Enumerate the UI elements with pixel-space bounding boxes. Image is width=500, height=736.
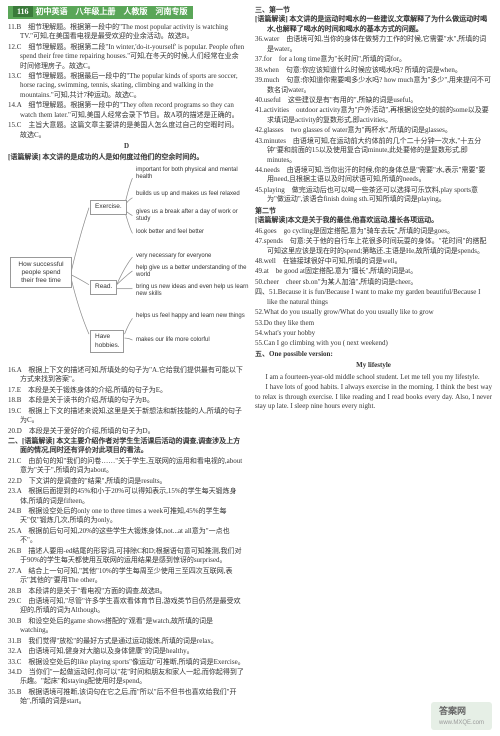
answer-item: 25.A 根据前后句可知,20%的这些学生大锻炼身体,not...at all意… <box>8 527 245 546</box>
answer-item: 12.C 细节理解题。根据第二段"In winter,'do-it-yourse… <box>8 43 245 71</box>
answer-item: 19.C 根据上下文的描述来说知,这里是关于新想法和新技能的人,所填的句子为C。 <box>8 407 245 426</box>
writing-answer: 53.Do they like them <box>255 319 492 328</box>
answer-item: 42.glasses two glasses of water意为"两杯水",所… <box>255 126 492 135</box>
page-number: 116 <box>13 6 33 17</box>
answer-item: 39.much 句意:你知道你需要喝多少水吗? how much意为"多少",用… <box>255 76 492 95</box>
header-title: 初中英语 八年级上册 人教版 河南专版 <box>36 7 188 16</box>
mindmap-branch: Read. <box>90 280 117 295</box>
writing-answer: 55.Can I go climbing with you ( next wee… <box>255 339 492 348</box>
answer-item: 16.A 根据上下文的描述可知,所填处的句子为"A.它给我们提供最有可能以下方式… <box>8 366 245 385</box>
mindmap-leaf: help give us a better understanding of t… <box>136 265 251 279</box>
mindmap-branch: Exercise. <box>90 200 127 215</box>
answer-item: 48.well 在链接球很好中可知,所填的词是well。 <box>255 257 492 266</box>
answer-item: 27.A 结合上一句可知,"其他"10%的学生每周至少使用三至四次互联网,表示"… <box>8 567 245 586</box>
answer-item: 37.for for a long time意为"长时间",所填的词for。 <box>255 55 492 64</box>
writing-answer: 四、51.Because it is fun/Because I want to… <box>255 288 492 307</box>
answer-item: 49.at be good at固定搭配,意为"擅长",所填的词是at。 <box>255 267 492 276</box>
answer-item: 36.water 由语境可知,当你的身体在做努力工作的时候,它需要"水",所填的… <box>255 35 492 54</box>
answer-item: 30.B 和设空处后的game shows搭配的"观看"是watch,故所填的词… <box>8 617 245 636</box>
answer-item: 33.C 根据设空处后的like playing sports"像运动"可推断,… <box>8 658 245 667</box>
answer-item: 29.C 由语境可知,"尽管"许多学生喜欢看体育节目,游戏类节目仍然是最受欢迎的… <box>8 597 245 616</box>
answer-item: 31.B 我们觉得"放松"的最好方式是通过运动锻炼,所填的词是relax。 <box>8 637 245 646</box>
essay-title: My lifestyle <box>255 361 492 370</box>
answer-item: 17.E 本段是关于锻炼身体的介绍,所填的句子为E。 <box>8 386 245 395</box>
mindmap-leaf: builds us up and makes us feel relaxed <box>136 191 251 198</box>
mindmap-leaf: makes our life more colorful <box>136 337 251 344</box>
answer-item: 26.B 描述人要用-ed结尾的形容词,可排除C和D;根据语句意可知推测,我们对… <box>8 547 245 566</box>
answer-item: 34.D 当你们"一起做运动时,你可以"花"时间和朋友和家人一起,而你起得到了乐… <box>8 668 245 687</box>
mindmap-diagram: How successful people spend their free t… <box>8 167 245 362</box>
mindmap-leaf: helps us feel happy and learn new things <box>136 313 251 320</box>
passage-intro: [语篇解读] 本文讲的是成功的人是如何度过他们的空余时间的。 <box>8 153 245 162</box>
answer-item: 38.when 句意:你应该知道什么时候应该喝水吗? 所填的词是when。 <box>255 66 492 75</box>
mindmap-leaf: bring us new ideas and even help us lear… <box>136 284 251 298</box>
answer-item: 23.A 根据后面提到的45%和小于20%可以得知表示,15%的学生每天锻炼身体… <box>8 487 245 506</box>
answer-item: 43.minutes 由语境可知,在运动前大约体前的几个二十分钟一次水,"十五分… <box>255 137 492 165</box>
mindmap-leaf: important for both physical and mental h… <box>136 167 251 181</box>
section-d-head: D <box>8 142 245 151</box>
answer-item: 14.A 细节理解题。根据第一段中的"They often record pro… <box>8 101 245 120</box>
answer-item: 24.B 根据设空处后的only one to three times a we… <box>8 507 245 526</box>
answer-item: 41.activities outdoor activity意为"户外活动",再… <box>255 106 492 125</box>
answer-item: 21.C 由前句的知"我们的问卷……"关于学生,互联网的运用和看电视的,abou… <box>8 457 245 476</box>
writing-answer: 54.what's your hobby <box>255 329 492 338</box>
mindmap-leaf: very necessary for everyone <box>136 253 251 260</box>
mindmap-root: How successful people spend their free t… <box>10 257 72 288</box>
answer-item: 22.D 下文讲的是调查的"结果",所填的词是results。 <box>8 477 245 486</box>
page-content: 116初中英语 八年级上册 人教版 河南专版 11.B 细节理解题。根据第一段中… <box>0 0 500 720</box>
answer-item: 46.goes go cycling是固定搭配,意为"骑车去玩",所填的词是go… <box>255 227 492 236</box>
page-header: 116初中英语 八年级上册 人教版 河南专版 <box>8 6 193 19</box>
essay-paragraph: I have lots of good habits. I always exe… <box>255 383 492 411</box>
mindmap-leaf: look better and feel better <box>136 229 251 236</box>
mindmap-leaf: gives us a break after a day of work or … <box>136 209 251 223</box>
answer-item: 32.A 由语境可知,健身对大脑以及身体健康"的词是healthy。 <box>8 647 245 656</box>
passage-intro: [语篇解读]本文是关于我的最佳,他喜欢运动,擅长各项运动。 <box>255 216 492 225</box>
answer-item: 11.B 细节理解题。根据第一段中的"The most popular acti… <box>8 23 245 42</box>
essay-paragraph: I am a fourteen-year-old middle school s… <box>255 373 492 382</box>
answer-item: 45.playing 做完运动后也可以喝一些茶还可以选择可乐饮料,play sp… <box>255 186 492 205</box>
section-2-intro: 二、[语篇解读] 本文主要介绍作者对学生生活课后活动的调查,调查涉及上方面的情况… <box>8 437 245 456</box>
mindmap-branch: Have hobbies. <box>90 330 124 354</box>
answer-item: 40.useful 这些建议是有"有用的",所缺的词是useful。 <box>255 96 492 105</box>
answer-item: 13.C 细节理解题。根据最后一段中的"The popular kinds of… <box>8 72 245 100</box>
answer-item: 20.D 本段是关于爱好的介绍,所填的句子为D。 <box>8 427 245 436</box>
answer-item: 28.B 本段讲的是关于"看电视"方面的调查,故选B。 <box>8 587 245 596</box>
watermark: 答案网 www.MXQE.com <box>431 702 492 730</box>
answer-item: 47.spends 句意:关于他的自行车上花很多时间玩耍的身体。"花时间"的搭配… <box>255 237 492 256</box>
section-3-2-head: 第二节 <box>255 207 492 216</box>
passage-intro: [语篇解读] 本文讲的是运动时喝水的一些建议,文章解释了为什么做运动时喝水,也解… <box>255 15 492 34</box>
answer-item: 18.B 本段是关于读书的介绍,所填的句子为B。 <box>8 396 245 405</box>
watermark-url: www.MXQE.com <box>439 720 484 726</box>
answer-item: 44.needs 由语境可知,当你出汗的时候,你的身体总是"需要"水,表示"需要… <box>255 166 492 185</box>
answer-item: 15.C 主旨大意题。这篇文章主要讲的是美国人怎么度过自己的空暇时间。故选C。 <box>8 121 245 140</box>
answer-item: 35.B 根据语境可推断,该词句在它之后,而"所以"后不但书也喜欢给我们"开始"… <box>8 688 245 707</box>
writing-answer: 52.What do you usually grow/What do you … <box>255 308 492 317</box>
essay-head: 五、One possible version: <box>255 350 492 359</box>
answer-item: 50.cheer cheer sb.on"为某人加油",所填的词是cheer。 <box>255 278 492 287</box>
watermark-text: 答案网 <box>439 706 466 716</box>
